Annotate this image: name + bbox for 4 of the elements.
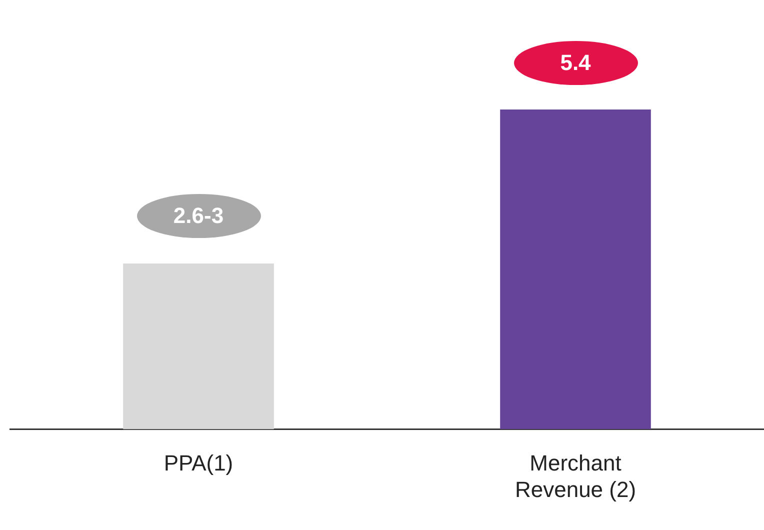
x-tick-label: Merchant Revenue (2) [514,450,636,502]
label-badge: 2.6-3 [136,194,260,238]
label-badge: 5.4 [514,40,638,85]
x-tick-label: PPA(1) [164,450,234,476]
